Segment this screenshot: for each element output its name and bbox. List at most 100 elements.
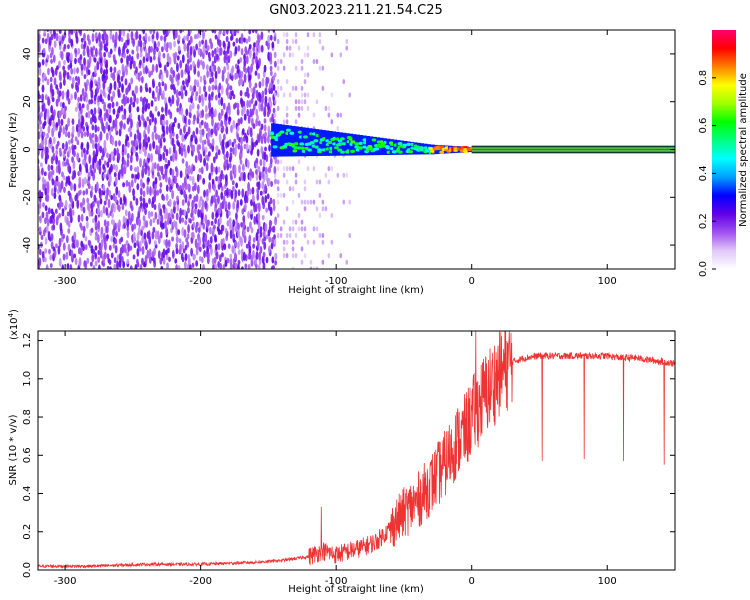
spectrogram-cell (272, 107, 276, 114)
spectrogram-cell (60, 106, 64, 115)
spectrogram-cell (103, 30, 106, 36)
spectrogram-cell (130, 77, 134, 85)
spectrogram-cell (188, 264, 192, 269)
spectrogram-cell (146, 249, 150, 259)
spectrogram-cell (142, 197, 146, 203)
spectrogram-cell (157, 171, 160, 177)
spectrogram-cell (291, 85, 295, 91)
spectrogram-cell (312, 112, 316, 118)
spectrogram-cell (267, 125, 271, 134)
spectrogram-cell (309, 141, 315, 145)
spectrogram-cell (214, 108, 217, 118)
spectrogram-cell (247, 35, 251, 43)
spectrogram-cell (180, 91, 184, 100)
spectrogram-cell (291, 219, 295, 225)
spectrogram-cell (142, 30, 146, 35)
spectrogram-cell (272, 198, 276, 206)
spectrogram-cell (174, 175, 178, 185)
spectrogram-cell (139, 157, 142, 168)
spectrogram-cell (120, 104, 124, 112)
spectrogram-cell (119, 197, 123, 205)
spectrogram-cell (118, 140, 121, 147)
spectrogram-cell (42, 131, 46, 138)
spectrogram-cell (38, 42, 41, 53)
spectrogram-cell (156, 218, 160, 225)
spectrogram-cell (226, 83, 230, 91)
spectrogram-cell (258, 92, 261, 98)
spectrogram-cell (60, 118, 64, 126)
spectrogram-cell (217, 166, 221, 173)
spectrogram-cell (126, 153, 130, 160)
spectrogram-cell (62, 242, 66, 251)
spectrogram-cell (177, 185, 180, 192)
spectrogram-cell (352, 134, 357, 156)
spectrogram-cell (220, 120, 224, 127)
spectrogram-cell (105, 59, 109, 67)
spectrogram-cell (151, 231, 155, 240)
spectrogram-cell (52, 223, 56, 231)
spectrogram-cell (183, 209, 187, 217)
spectrogram-cell (228, 138, 232, 146)
spectrogram-cell (239, 57, 243, 63)
spectrogram-cell (183, 229, 187, 238)
spectrogram-cell (148, 118, 152, 126)
spectrogram-cell (211, 49, 215, 58)
spectrogram-cell (73, 253, 77, 259)
spectrogram-cell (213, 64, 217, 72)
spectrogram-cell (292, 149, 298, 153)
spectrogram-cell (252, 123, 256, 129)
spectrogram-cell (138, 132, 142, 142)
spectrogram-cell (257, 264, 261, 269)
spectrogram-cell (108, 153, 112, 163)
spectrogram-cell (197, 208, 201, 218)
spectrogram-cell (187, 206, 190, 214)
spectrogram-cell (214, 217, 217, 225)
spectrogram-cell (149, 30, 153, 35)
spectrogram-cell (303, 206, 307, 212)
spectrogram-cell (82, 190, 86, 196)
spectrogram-cell (198, 95, 202, 104)
spectrogram-cell (303, 135, 308, 139)
spectrogram-cell (224, 227, 228, 234)
spectrogram-cell (260, 123, 264, 130)
spectrogram-cell (126, 258, 130, 265)
spectrogram-cell (155, 134, 159, 140)
spectrogram-cell (193, 84, 197, 93)
spectrogram-cell (174, 258, 178, 264)
spectrogram-cell (194, 203, 198, 210)
spectrogram-cell (285, 38, 289, 44)
spectrogram-cell (162, 256, 166, 265)
spectrogram-cell (82, 197, 86, 206)
spectrogram-cell (247, 126, 251, 135)
spectrogram-cell (167, 212, 171, 222)
spectrogram-cell (46, 153, 50, 160)
spectrogram-cell (58, 212, 62, 219)
spectrogram-cell (374, 144, 379, 148)
spectrogram-cell (151, 34, 155, 40)
spectrogram-cell (103, 251, 107, 260)
spectrogram-cell (224, 174, 228, 182)
spectrogram-cell (188, 111, 192, 119)
spectrogram-x-label: Height of straight line (km) (288, 285, 424, 296)
spectrogram-cell (297, 45, 301, 51)
spectrogram-cell (261, 90, 265, 99)
spectrogram-cell (350, 140, 356, 144)
spectrogram-cell (41, 145, 44, 153)
spectrogram-cell (294, 65, 298, 71)
spectrogram-cell (273, 32, 277, 38)
spectrogram-cell (75, 36, 79, 44)
spectrogram-cell (157, 40, 161, 48)
spectrogram-cell (256, 228, 260, 235)
spectrogram-cell (77, 96, 81, 103)
spectrogram-cell (294, 233, 298, 239)
spectrogram-cell (297, 192, 301, 198)
spectrogram-cell (207, 239, 210, 247)
spectrogram-cell (318, 212, 322, 218)
spectrogram-cell (209, 142, 212, 150)
spectrogram-cell (147, 136, 151, 143)
spectrogram-cell (257, 181, 261, 191)
spectrogram-cell (288, 233, 292, 239)
spectrogram-cell (276, 38, 280, 44)
spectrogram-cell (90, 89, 94, 99)
spectrogram-cell (258, 251, 262, 261)
